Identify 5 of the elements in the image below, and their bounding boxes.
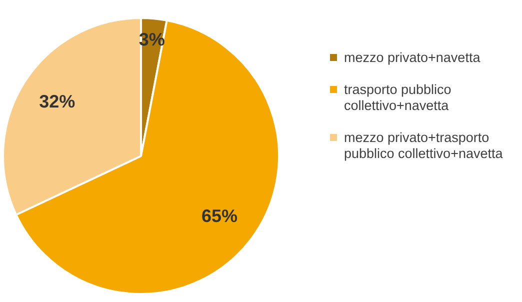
- legend-label: mezzo privato+trasporto pubblico collettivo+navetta: [344, 130, 504, 162]
- data-label: 65%: [201, 206, 238, 226]
- legend-label: mezzo privato+navetta: [344, 50, 480, 66]
- data-label: 32%: [39, 92, 76, 112]
- legend-label: trasporto pubblico collettivo+navetta: [344, 82, 452, 114]
